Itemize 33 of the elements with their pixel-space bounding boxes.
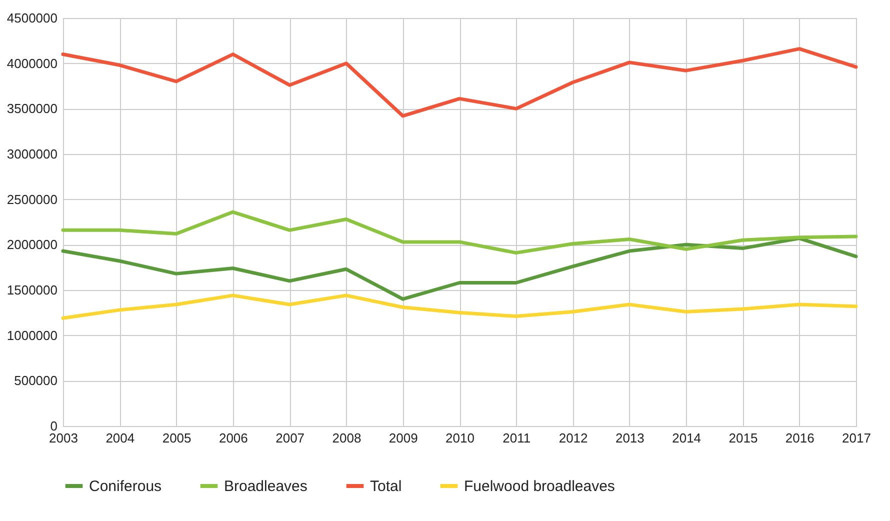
x-tick-label: 2011 <box>502 430 531 446</box>
x-tick-label: 2014 <box>672 430 702 446</box>
y-tick-label: 4500000 <box>6 10 58 26</box>
y-tick-label: 2500000 <box>6 192 58 207</box>
x-tick-label: 2010 <box>446 430 474 446</box>
y-tick-label: 500000 <box>14 373 58 388</box>
line-series <box>61 47 858 118</box>
y-tick-label: 2000000 <box>6 237 58 252</box>
line-series <box>61 236 858 301</box>
x-tick-label: 2003 <box>49 430 78 446</box>
x-tick-label: 2013 <box>615 430 644 446</box>
x-tick-label: 2012 <box>558 430 588 446</box>
legend-label: Total <box>370 478 402 495</box>
x-tick-label: 2016 <box>785 430 814 446</box>
line-series <box>61 294 858 320</box>
y-tick-label: 3500000 <box>6 101 58 116</box>
x-tick-label: 2017 <box>842 430 871 446</box>
x-tick-label: 2007 <box>276 430 305 446</box>
y-tick-label: 1500000 <box>6 282 58 298</box>
y-tick-label: 4000000 <box>6 56 58 71</box>
line-series <box>61 210 858 255</box>
legend-label: Broadleaves <box>224 478 308 495</box>
x-tick-label: 2008 <box>332 430 362 446</box>
x-tick-label: 2005 <box>162 430 192 446</box>
y-tick-label: 1000000 <box>6 328 58 343</box>
x-tick-label: 2015 <box>728 430 758 446</box>
y-tick-label: 0 <box>50 418 58 434</box>
legend-label: Coniferous <box>89 478 162 495</box>
x-tick-label: 2004 <box>106 430 135 446</box>
x-tick-label: 2009 <box>388 430 418 446</box>
legend-label: Fuelwood broadleaves <box>464 478 615 495</box>
y-tick-label: 3000000 <box>6 146 58 162</box>
x-tick-label: 2006 <box>218 430 248 446</box>
